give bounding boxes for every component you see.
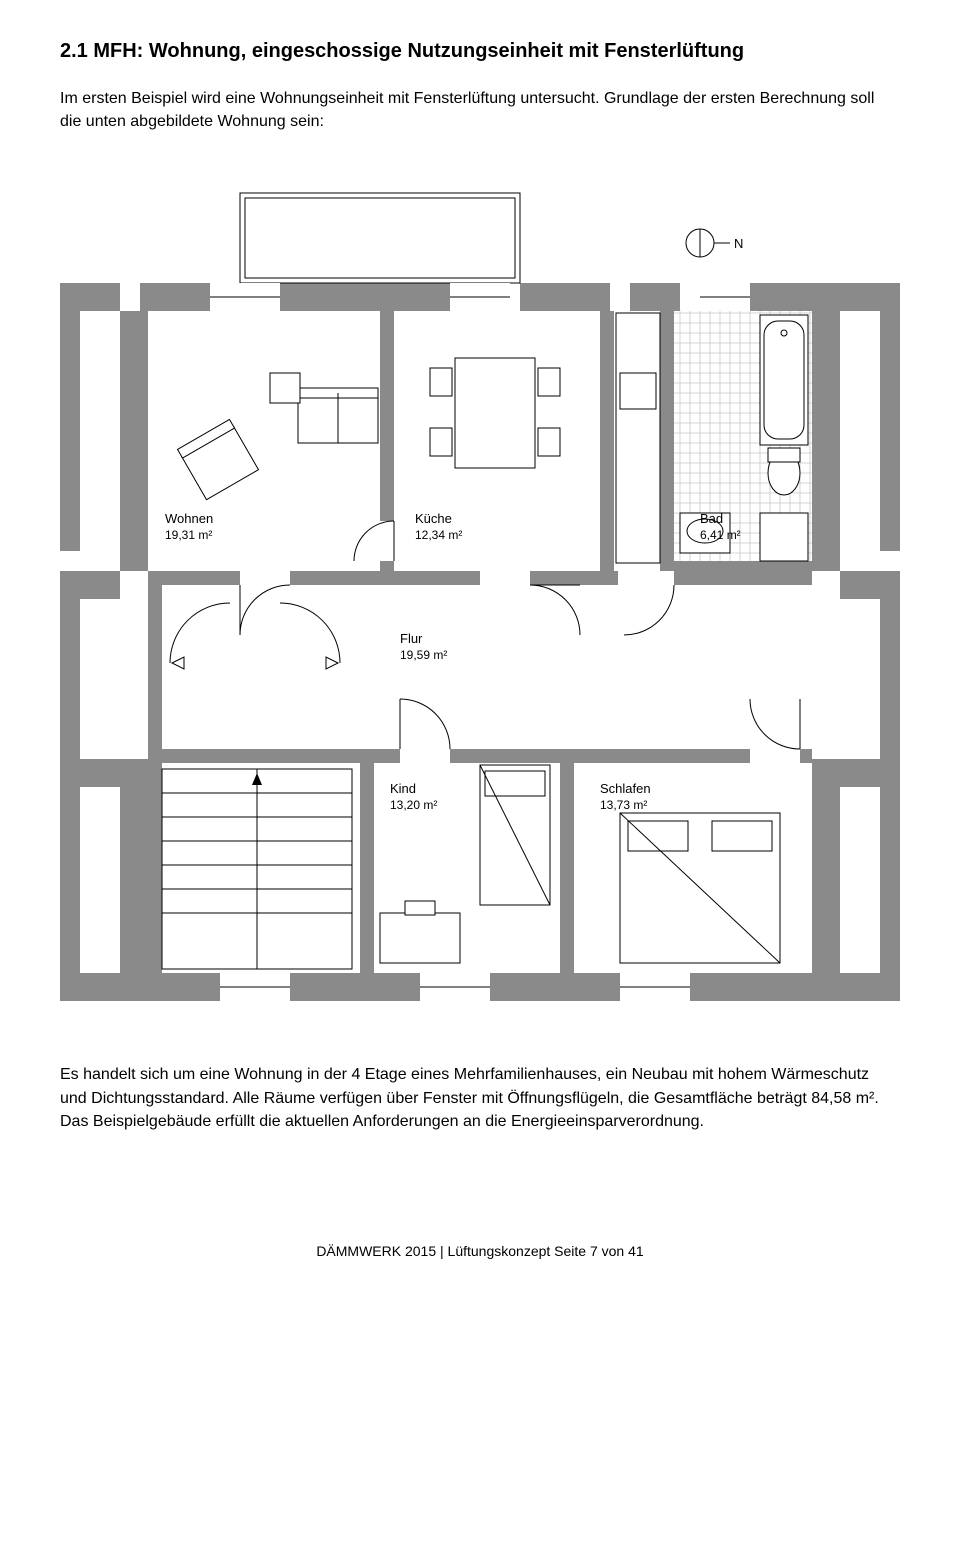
room-kueche-area: 12,34 m² xyxy=(415,528,462,542)
room-schlafen-area: 13,73 m² xyxy=(600,798,647,812)
room-wohnen-area: 19,31 m² xyxy=(165,528,212,542)
floorplan: N Wohnen 19,31 m² Küche 12,34 m² Bad 6,4… xyxy=(60,173,900,1023)
intro-paragraph: Im ersten Beispiel wird eine Wohnungsein… xyxy=(60,87,900,133)
room-kind-area: 13,20 m² xyxy=(390,798,437,812)
room-flur-area: 19,59 m² xyxy=(400,648,447,662)
body-paragraph: Es handelt sich um eine Wohnung in der 4… xyxy=(60,1063,900,1133)
section-heading: 2.1 MFH: Wohnung, eingeschossige Nutzung… xyxy=(60,40,900,63)
compass-icon: N xyxy=(686,229,743,257)
room-wohnen-name: Wohnen xyxy=(165,511,213,526)
compass-label: N xyxy=(734,236,743,251)
room-kind-name: Kind xyxy=(390,781,416,796)
room-flur-name: Flur xyxy=(400,631,423,646)
room-bad-area: 6,41 m² xyxy=(700,528,741,542)
room-kueche-name: Küche xyxy=(415,511,452,526)
room-schlafen-name: Schlafen xyxy=(600,781,651,796)
page-footer: DÄMMWERK 2015 | Lüftungskonzept Seite 7 … xyxy=(60,1243,900,1259)
room-bad-name: Bad xyxy=(700,511,723,526)
